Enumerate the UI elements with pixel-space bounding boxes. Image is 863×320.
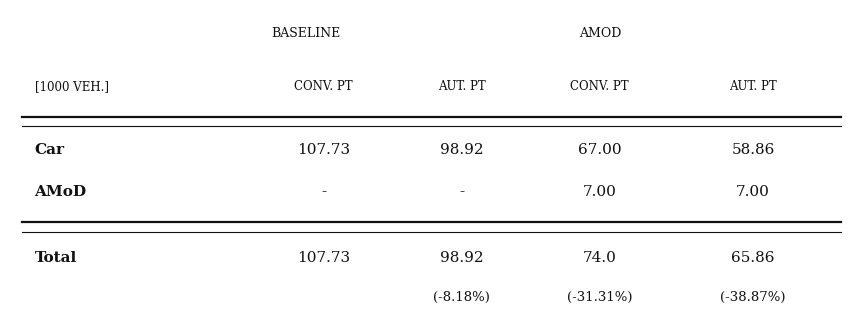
Text: -: -	[459, 185, 464, 199]
Text: Total: Total	[35, 251, 77, 265]
Text: CONV. PT: CONV. PT	[570, 80, 629, 93]
Text: 7.00: 7.00	[583, 185, 617, 199]
Text: Car: Car	[35, 143, 65, 157]
Text: AMOD: AMOD	[578, 27, 621, 40]
Text: AUT. PT: AUT. PT	[438, 80, 486, 93]
Text: 65.86: 65.86	[731, 251, 775, 265]
Text: 67.00: 67.00	[578, 143, 621, 157]
Text: 7.00: 7.00	[736, 185, 770, 199]
Text: 107.73: 107.73	[297, 143, 350, 157]
Text: 74.0: 74.0	[583, 251, 617, 265]
Text: AMoD: AMoD	[35, 185, 86, 199]
Text: -: -	[321, 185, 326, 199]
Text: [1000 VEH.]: [1000 VEH.]	[35, 80, 109, 93]
Text: 98.92: 98.92	[440, 251, 483, 265]
Text: 58.86: 58.86	[731, 143, 775, 157]
Text: 107.73: 107.73	[297, 251, 350, 265]
Text: CONV. PT: CONV. PT	[294, 80, 353, 93]
Text: AUT. PT: AUT. PT	[729, 80, 777, 93]
Text: (-8.18%): (-8.18%)	[433, 291, 490, 304]
Text: (-31.31%): (-31.31%)	[567, 291, 633, 304]
Text: (-38.87%): (-38.87%)	[721, 291, 785, 304]
Text: BASELINE: BASELINE	[272, 27, 341, 40]
Text: 98.92: 98.92	[440, 143, 483, 157]
